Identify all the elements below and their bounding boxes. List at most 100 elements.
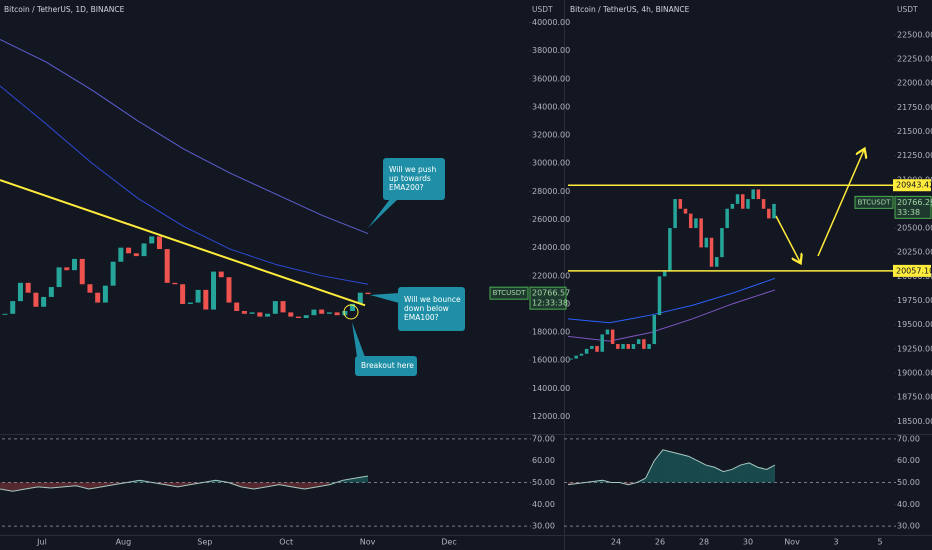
candle (48, 287, 54, 297)
currency-label: USDT (532, 5, 553, 14)
x-tick-label: Oct (279, 538, 293, 547)
candle (751, 189, 755, 200)
arrow-up (817, 150, 864, 257)
candle (735, 194, 740, 204)
x-tick-label: Sep (197, 538, 212, 547)
y-tick-label: 30000.00 (532, 159, 570, 168)
rsi-fill (50, 482, 64, 488)
candle (342, 310, 348, 316)
rsi-tick-label: 40.00 (897, 500, 920, 509)
callout-text: EMA200? (389, 183, 424, 192)
candle (647, 344, 651, 349)
rsi-fill (88, 482, 102, 490)
candle (211, 271, 217, 310)
y-tick-label: 40000.00 (532, 18, 570, 27)
candle (741, 194, 745, 209)
x-tick-label: 26 (655, 538, 665, 547)
candle (118, 247, 124, 262)
breakout-marker (343, 304, 359, 320)
candle (657, 276, 662, 316)
y-tick-label: 12000.00 (532, 412, 570, 421)
x-tick-label: 3 (833, 538, 838, 547)
y-tick-label: 36000.00 (532, 74, 570, 83)
callout-text: up towards (389, 174, 431, 183)
candle (668, 228, 672, 272)
x-tick-label: Aug (116, 538, 132, 547)
candle (579, 353, 584, 356)
y-tick-label: 21750.00 (897, 103, 932, 112)
y-tick-label: 19250.00 (897, 344, 932, 353)
y-tick-label: 16000.00 (532, 356, 570, 365)
candle (149, 236, 155, 244)
candle (357, 292, 363, 304)
rsi-fill (241, 482, 254, 490)
candle (626, 344, 631, 349)
rsi-fill (279, 482, 292, 487)
candle (187, 302, 193, 304)
arrow-down (775, 215, 800, 262)
y-tick-label: 22500.00 (897, 30, 932, 39)
candle (326, 312, 332, 314)
candle (110, 261, 116, 286)
candle (761, 199, 766, 209)
rsi-fill (706, 465, 715, 483)
x-tick-label: 5 (877, 538, 882, 547)
x-tick-label: Nov (784, 538, 800, 547)
candle (172, 282, 178, 285)
rsi-fill (697, 460, 706, 483)
callout-box (355, 356, 417, 376)
candle (102, 285, 108, 303)
y-tick-label: 26000.00 (532, 215, 570, 224)
candle (574, 355, 578, 359)
trendline (0, 179, 366, 307)
ema-line (0, 38, 369, 235)
rsi-fill (266, 482, 280, 487)
rsi-fill (766, 465, 775, 483)
candle (195, 289, 201, 303)
candle (311, 309, 317, 316)
symbol-label: BTCUSDT (858, 198, 892, 206)
callout-box (383, 158, 445, 200)
candle (334, 312, 340, 316)
candle (595, 345, 599, 352)
callout-box (398, 287, 465, 331)
y-tick-label: 20250.00 (897, 248, 932, 257)
rsi-fill (757, 467, 767, 483)
candle (257, 312, 263, 317)
candle (164, 249, 170, 283)
candle (709, 237, 714, 267)
symbol-label: BTCUSDT (493, 289, 527, 297)
candle (272, 301, 278, 314)
rsi-fill (662, 449, 672, 483)
rsi-fill (317, 482, 330, 487)
candle (673, 199, 677, 229)
candle (621, 344, 625, 349)
rsi-line (0, 475, 369, 492)
price-badge (529, 286, 567, 310)
candle (25, 282, 31, 293)
level-label-bg (893, 264, 931, 277)
last-price: 20766.29 (897, 198, 932, 207)
candle (365, 292, 371, 295)
y-tick-label: 22000.00 (532, 271, 570, 280)
rsi-fill (76, 482, 89, 490)
candle (569, 358, 573, 360)
candle (704, 237, 709, 248)
rsi-fill (688, 456, 698, 483)
ema-line (0, 85, 369, 285)
candle (688, 213, 693, 229)
x-tick-label: 24 (611, 538, 621, 547)
rsi-tick-label: 50.00 (532, 478, 555, 487)
symbol-badge (489, 286, 529, 300)
rsi-line (567, 449, 776, 486)
rsi-fill (304, 482, 318, 490)
candle (714, 257, 719, 267)
candle (303, 315, 309, 319)
rsi-fill (291, 482, 305, 490)
ema-line (567, 277, 776, 324)
candle (683, 208, 688, 214)
candle (156, 236, 162, 250)
rsi-fill (38, 482, 51, 488)
candle (756, 189, 761, 200)
